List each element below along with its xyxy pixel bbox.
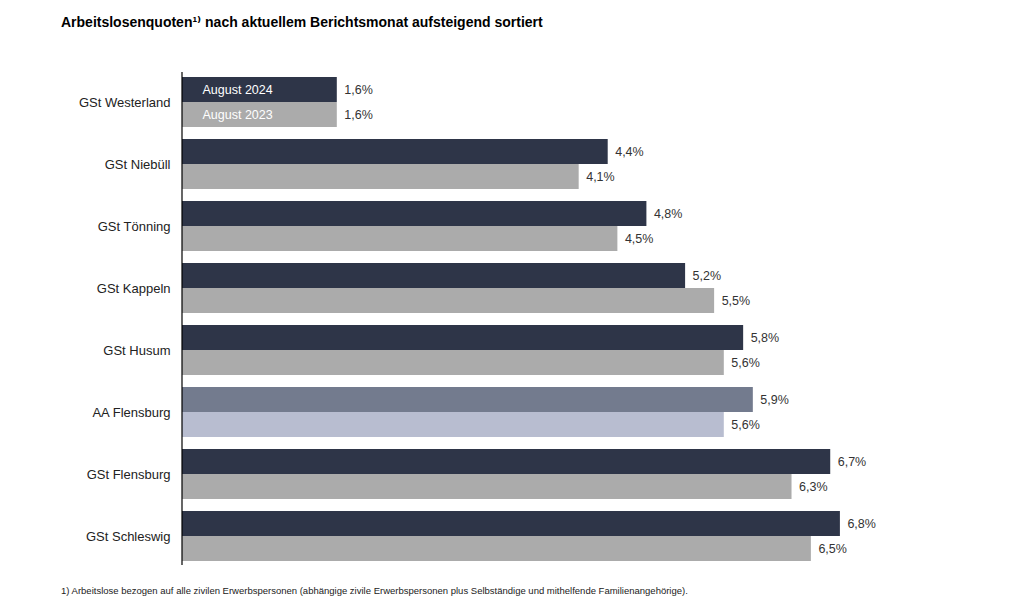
svg-text:4,5%: 4,5%	[625, 232, 654, 246]
svg-text:6,8%: 6,8%	[847, 517, 876, 531]
html-text:1) Arbeitslose bezogen auf all: 1) Arbeitslose bezogen auf alle zivilen …	[61, 585, 688, 596]
svg-text:August 2024: August 2024	[203, 83, 273, 97]
svg-text:5,9%: 5,9%	[760, 393, 789, 407]
svg-text:August 2023: August 2023	[203, 108, 273, 122]
svg-text:AA Flensburg: AA Flensburg	[92, 405, 170, 420]
svg-text:4,8%: 4,8%	[654, 207, 683, 221]
svg-text:GSt Niebüll: GSt Niebüll	[105, 157, 171, 172]
svg-text:6,5%: 6,5%	[818, 542, 847, 556]
svg-text:4,1%: 4,1%	[586, 170, 615, 184]
html-text:Arbeitslosenquoten¹⁾ nach aktu: Arbeitslosenquoten¹⁾ nach aktuellem Beri…	[61, 14, 543, 30]
svg-text:GSt Schleswig: GSt Schleswig	[86, 529, 171, 544]
svg-text:4,4%: 4,4%	[615, 145, 644, 159]
svg-text:5,5%: 5,5%	[722, 294, 751, 308]
svg-text:GSt Flensburg: GSt Flensburg	[87, 467, 171, 482]
svg-text:5,2%: 5,2%	[693, 269, 722, 283]
svg-text:GSt Kappeln: GSt Kappeln	[97, 281, 171, 296]
svg-text:6,3%: 6,3%	[799, 480, 828, 494]
svg-text:GSt Westerland: GSt Westerland	[79, 95, 171, 110]
svg-text:5,8%: 5,8%	[751, 331, 780, 345]
svg-text:6,7%: 6,7%	[838, 455, 867, 469]
svg-text:1,6%: 1,6%	[344, 83, 373, 97]
svg-text:GSt Husum: GSt Husum	[103, 343, 170, 358]
svg-text:5,6%: 5,6%	[731, 418, 760, 432]
svg-text:5,6%: 5,6%	[731, 356, 760, 370]
svg-text:1,6%: 1,6%	[344, 108, 373, 122]
svg-text:GSt Tönning: GSt Tönning	[98, 219, 171, 234]
